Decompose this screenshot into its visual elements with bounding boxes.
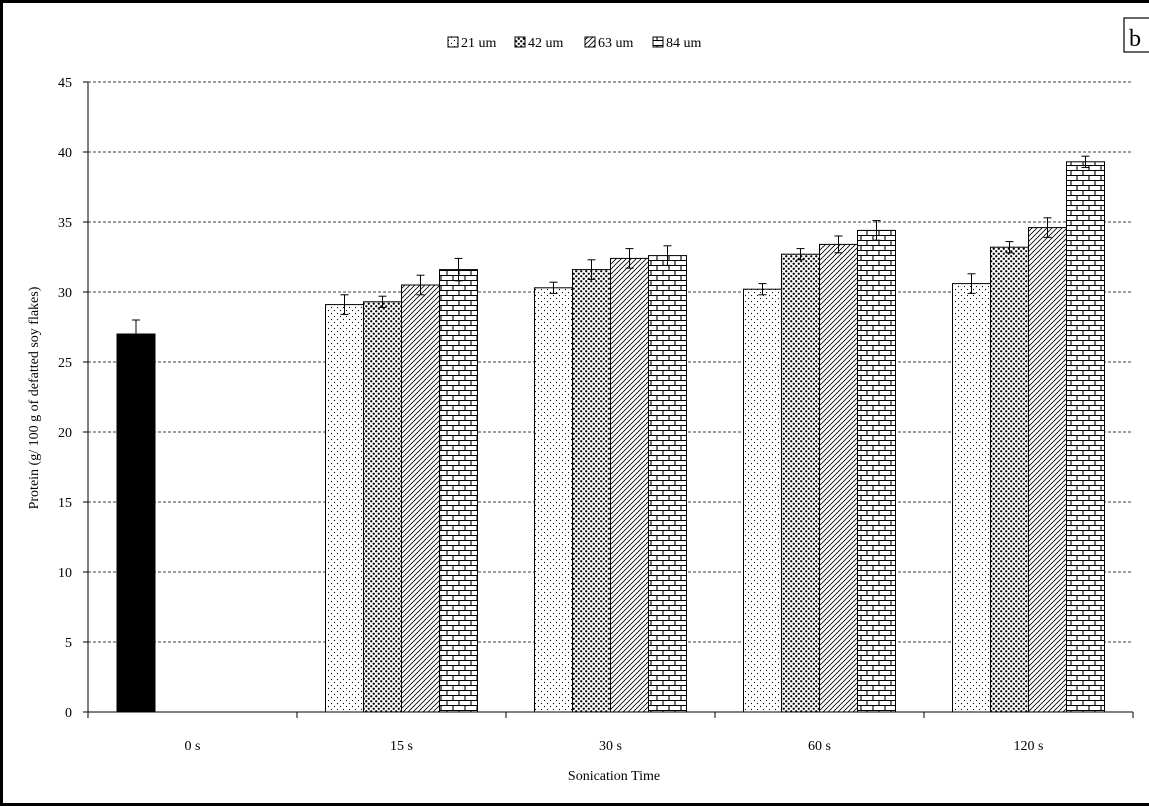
bar-63um xyxy=(1028,227,1067,713)
x-tick-label: 120 s xyxy=(1014,739,1044,754)
legend-swatch xyxy=(514,36,526,48)
bar-21um xyxy=(743,288,782,713)
legend-label: 21 um xyxy=(461,36,497,51)
y-tick-label: 25 xyxy=(58,356,72,371)
x-tick-label: 60 s xyxy=(808,739,831,754)
legend-label: 84 um xyxy=(666,36,702,51)
panel-label: b xyxy=(1129,26,1141,52)
panel-label-box: b xyxy=(1123,17,1149,53)
legend-swatch xyxy=(652,36,664,48)
y-tick-label: 20 xyxy=(58,426,72,441)
bar-84um xyxy=(1066,161,1105,713)
bar-42um xyxy=(363,301,402,713)
x-tick-label: 15 s xyxy=(390,739,413,754)
bar-63um xyxy=(610,257,649,713)
bar-42um xyxy=(781,253,820,713)
legend-swatch xyxy=(447,36,459,48)
y-tick-label: 35 xyxy=(58,216,72,231)
bar-63um xyxy=(819,243,858,713)
tick-labels: 0 5 10 15 20 25 30 35 40 45 0 s 15 s 30 s 60 s 120 s xyxy=(58,76,1043,754)
bar-63um xyxy=(401,284,440,713)
y-tick-label: 0 xyxy=(65,706,72,721)
legend: 21 um 42 um 63 um 84 um xyxy=(447,36,702,51)
y-tick-label: 45 xyxy=(58,76,72,91)
bar-84um xyxy=(648,255,687,713)
bar-21um xyxy=(325,304,364,713)
legend-label: 42 um xyxy=(528,36,564,51)
bar-21um xyxy=(534,287,573,713)
bar-42um xyxy=(990,246,1029,713)
error-bars xyxy=(132,155,1090,349)
y-tick-label: 30 xyxy=(58,286,72,301)
bar-21um xyxy=(952,283,991,713)
y-tick-label: 10 xyxy=(58,566,72,581)
bar-84um xyxy=(857,229,896,713)
legend-swatch xyxy=(584,36,596,48)
y-tick-label: 5 xyxy=(65,636,72,651)
x-axis-title: Sonication Time xyxy=(568,769,660,784)
y-tick-label: 40 xyxy=(58,146,72,161)
bar-84um xyxy=(439,269,478,713)
x-tick-label: 30 s xyxy=(599,739,622,754)
bar-control xyxy=(116,333,156,713)
y-axis-title: Protein (g/ 100 g of defatted soy flakes… xyxy=(27,286,42,509)
bar-42um xyxy=(572,269,611,713)
x-tick-label: 0 s xyxy=(185,739,201,754)
bars xyxy=(116,161,1105,713)
y-tick-label: 15 xyxy=(58,496,72,511)
legend-label: 63 um xyxy=(598,36,634,51)
